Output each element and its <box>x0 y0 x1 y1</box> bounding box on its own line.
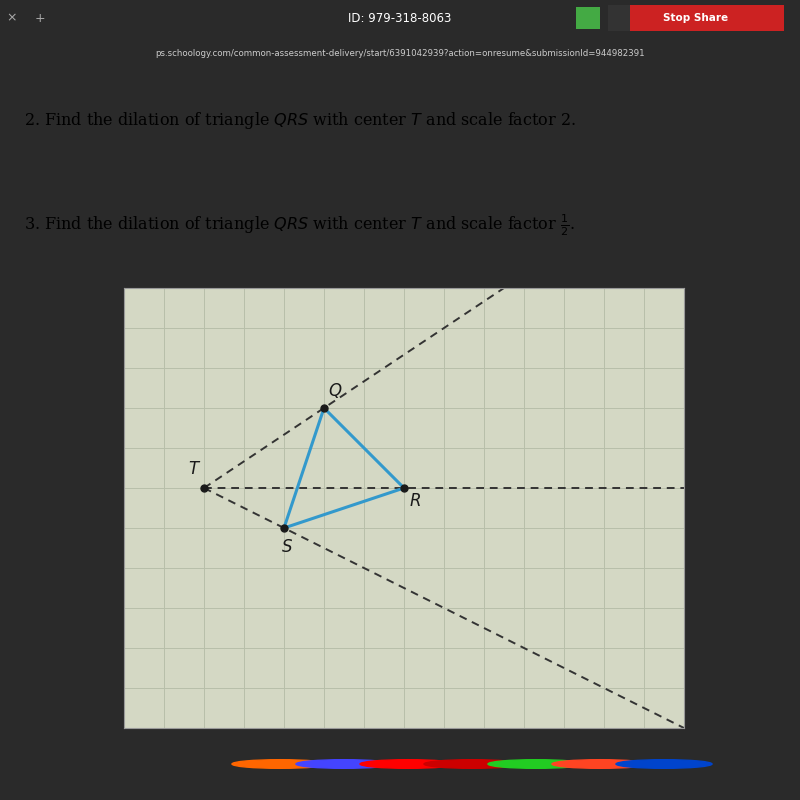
Text: ×: × <box>6 11 18 25</box>
Text: ps.schoology.com/common-assessment-delivery/start/6391042939?action=onresume&sub: ps.schoology.com/common-assessment-deliv… <box>155 49 645 58</box>
Text: Stop Share: Stop Share <box>663 13 729 23</box>
Text: 3. Find the dilation of triangle $QRS$ with center $T$ and scale factor $\frac{1: 3. Find the dilation of triangle $QRS$ w… <box>24 212 575 238</box>
Circle shape <box>360 760 456 768</box>
Bar <box>608 6 630 30</box>
Text: R: R <box>410 492 422 510</box>
Text: +: + <box>34 11 46 25</box>
Circle shape <box>232 760 328 768</box>
Text: S: S <box>282 538 293 556</box>
Text: Q: Q <box>328 382 341 400</box>
Circle shape <box>552 760 648 768</box>
Text: T: T <box>188 460 198 478</box>
Text: ID: 979-318-8063: ID: 979-318-8063 <box>348 11 452 25</box>
Bar <box>576 7 600 29</box>
Bar <box>608 6 784 30</box>
Circle shape <box>424 760 520 768</box>
Circle shape <box>616 760 712 768</box>
Circle shape <box>488 760 584 768</box>
Circle shape <box>296 760 392 768</box>
Text: 2. Find the dilation of triangle $QRS$ with center $T$ and scale factor 2.: 2. Find the dilation of triangle $QRS$ w… <box>24 110 576 130</box>
